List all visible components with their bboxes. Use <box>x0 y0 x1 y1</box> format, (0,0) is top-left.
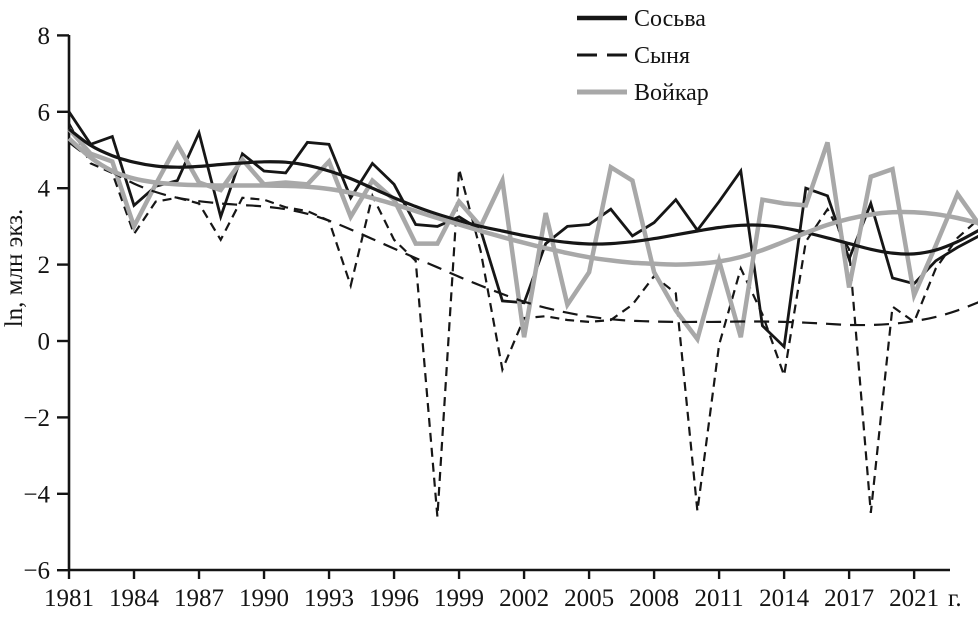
y-tick-label-6: 6 <box>38 99 51 126</box>
x-tick-label-2011: 2011 <box>695 585 744 612</box>
y-tick-label-2: 2 <box>38 252 51 279</box>
x-tick-label-2002: 2002 <box>499 585 549 612</box>
legend-label-synya: Сыня <box>634 43 690 69</box>
x-tick-label-2005: 2005 <box>564 585 614 612</box>
y-tick-label--2: −2 <box>23 405 50 432</box>
x-tick-label-2017: 2017 <box>824 585 874 612</box>
x-tick-label-1984: 1984 <box>109 585 160 612</box>
y-tick-label-8: 8 <box>38 23 51 50</box>
x-tick-label-1999: 1999 <box>434 585 484 612</box>
x-axis-unit-suffix: г. <box>948 585 962 612</box>
x-tick-label-1987: 1987 <box>174 585 224 612</box>
series-line-сыня <box>68 122 978 517</box>
legend: Сосьва Сыня Войкар <box>577 6 709 106</box>
y-axis-title: ln, млн экз. <box>1 209 28 328</box>
series-line-сыня-тренд- <box>68 141 978 327</box>
x-tick-label-1981: 1981 <box>44 585 94 612</box>
y-tick-label-0: 0 <box>38 329 51 356</box>
series-line-войкар <box>67 127 978 345</box>
x-tick-label-1996: 1996 <box>369 585 419 612</box>
series-line-войкар-тренд- <box>67 136 978 267</box>
x-tick-label-2008: 2008 <box>629 585 679 612</box>
legend-label-sosva: Сосьва <box>634 6 706 32</box>
y-tick-label-4: 4 <box>38 176 51 203</box>
series-line-сосьва-тренд- <box>68 127 978 256</box>
x-tick-label-1990: 1990 <box>239 585 289 612</box>
x-tick-label-1993: 1993 <box>304 585 354 612</box>
y-tick-label--4: −4 <box>23 481 50 508</box>
x-tick-label-2021: 2021 <box>889 585 939 612</box>
x-tick-label-2014: 2014 <box>759 585 810 612</box>
legend-label-voykar: Войкар <box>634 80 709 106</box>
y-tick-label--6: −6 <box>23 558 50 585</box>
